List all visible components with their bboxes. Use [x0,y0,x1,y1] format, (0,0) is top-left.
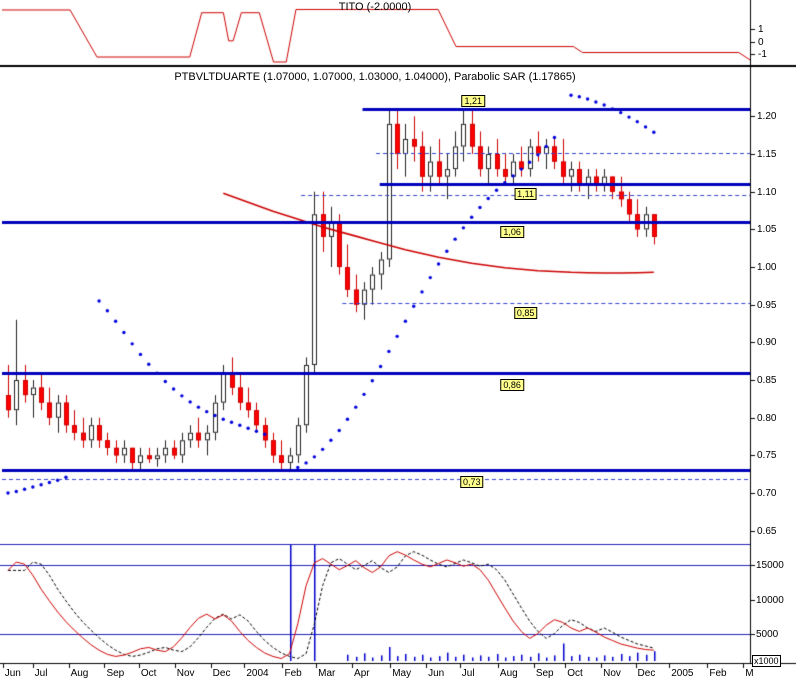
price-chart-title: PTBVLTDUARTE (1.07000, 1.07000, 1.03000,… [174,71,576,83]
price-axis-label: 1.15 [757,149,777,160]
price-level-tag: 0,86 [500,378,524,391]
x-axis-label: M [745,668,754,679]
x-axis-label: Jul [34,668,48,679]
price-level-tag: 1,21 [461,94,485,107]
x-axis-label: Dec [212,668,231,679]
price-axis-label: 0.85 [757,375,777,386]
x-axis-label: Mar [318,668,336,679]
indicator-title: TITO (-2.0000) [338,1,412,13]
indicator-axis-label: 0 [758,37,764,48]
price-axis-label: 1.10 [757,187,777,198]
x-axis-label: Oct [140,668,157,679]
x-axis-label: Sep [106,668,125,679]
price-axis-label: 0.75 [757,450,777,461]
x-axis-label: Apr [354,668,370,679]
price-axis-label: 1.00 [757,262,777,273]
price-level-tag: 0,85 [513,307,538,320]
x-axis-label: Aug [70,668,89,679]
x-axis-label: Jun [4,668,21,679]
x-axis-label: 2004 [246,668,269,679]
price-level-tag: 1,11 [514,188,538,201]
indicator-axis-label: 1 [758,24,764,35]
price-axis-label: 0.65 [757,526,777,537]
x-axis-label: Jul [461,668,475,679]
x-axis-label: Oct [567,668,583,679]
x-axis-label: 2005 [671,668,694,679]
x-axis-label: Sep [535,668,554,679]
x-axis-label: Nov [603,668,621,679]
x-axis-label: Dec [637,668,656,679]
x-axis-label: Feb [709,668,727,679]
price-level-tag: 0,73 [459,476,484,489]
volume-axis-label: 10000 [756,595,784,606]
x-axis-label: Aug [499,668,518,679]
x-axis-label: Jun [428,668,445,679]
x-axis-label: Feb [284,668,302,679]
indicator-axis-label: -1 [758,49,767,60]
volume-axis-label: 5000 [756,629,779,640]
price-axis-label: 0.70 [757,488,777,499]
price-axis-label: 1.05 [757,224,777,235]
price-axis-label: 0.95 [757,300,777,311]
volume-unit-label: x1000 [752,655,781,667]
x-axis-label: May [392,668,412,679]
x-axis-label: Nov [176,668,195,679]
volume-axis-label: 15000 [756,560,784,571]
price-axis-label: 0.90 [757,337,777,348]
price-level-tag: 1,06 [500,225,524,238]
price-axis-label: 0.80 [757,413,777,424]
price-axis-label: 1.20 [757,111,777,122]
